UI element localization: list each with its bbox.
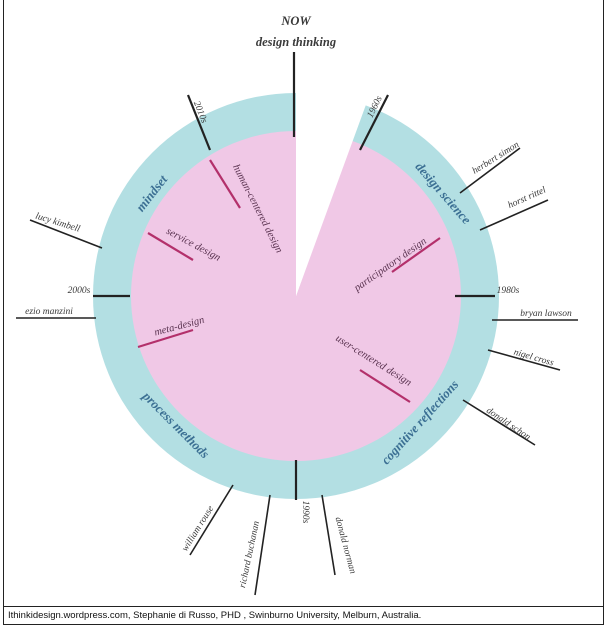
concept-accent-lines bbox=[137, 159, 441, 403]
now-wedge-arc bbox=[296, 90, 365, 296]
people-spokes bbox=[16, 147, 578, 596]
accent-human-centered-design bbox=[209, 159, 241, 209]
era-1990s: 1990s bbox=[300, 501, 310, 524]
person-bryan-lawson: bryan lawson bbox=[520, 309, 572, 319]
design-thinking-diagram: NOW design thinking mindset design scien… bbox=[16, 14, 578, 596]
spoke-william-rouse bbox=[189, 484, 234, 556]
person-horst-rittel: horst rittel bbox=[507, 185, 548, 211]
spoke-nigel-cross bbox=[487, 349, 561, 371]
person-william-rouse: william rouse bbox=[180, 504, 216, 553]
accent-user-centered-design bbox=[359, 369, 411, 403]
person-donald-schon: donald schon bbox=[484, 406, 532, 443]
spoke-1960s bbox=[359, 94, 389, 151]
person-donald-norman: donald norman bbox=[333, 516, 358, 575]
era-spokes bbox=[93, 52, 495, 500]
spoke-lucy-kimbell bbox=[29, 219, 103, 249]
spoke-2010s bbox=[186, 94, 212, 151]
accent-meta-design bbox=[137, 328, 194, 349]
accent-service-design bbox=[147, 232, 194, 261]
person-nigel-cross: nigel cross bbox=[512, 348, 555, 369]
spoke-richard-buchanan bbox=[254, 494, 271, 596]
title-now: NOW bbox=[280, 14, 311, 28]
era-1980s: 1980s bbox=[497, 286, 520, 296]
diagram-frame bbox=[3, 0, 604, 606]
era-2000s: 2000s bbox=[68, 286, 91, 296]
person-herbert-simon: herbert simon bbox=[471, 140, 521, 177]
spoke-donald-norman bbox=[321, 494, 336, 576]
person-richard-buchanan: richard buchanan bbox=[238, 520, 262, 589]
person-ezio-manzini: ezio manzini bbox=[25, 307, 73, 317]
spoke-donald-schon bbox=[462, 399, 536, 446]
accent-participatory-design bbox=[391, 237, 441, 273]
spoke-herbert-simon bbox=[459, 147, 521, 194]
source-caption: Ithinkidesign.wordpress.com, Stephanie d… bbox=[3, 606, 604, 625]
title-design-thinking: design thinking bbox=[256, 35, 336, 49]
spoke-horst-rittel bbox=[479, 199, 549, 231]
